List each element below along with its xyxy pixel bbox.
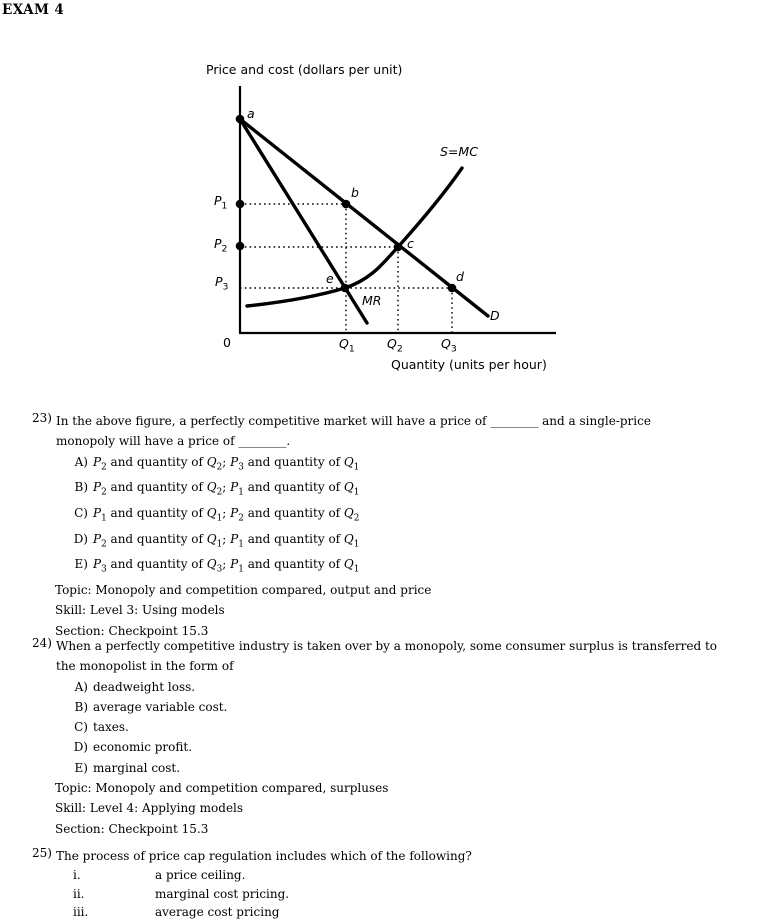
choice-text: deadweight loss. (93, 679, 196, 694)
demand-curve-label: D (490, 308, 500, 323)
roman-item-text: average cost pricing (155, 905, 280, 920)
choice-b: B) P2 and quantity of Q2; P1 and quantity… (30, 477, 755, 503)
roman-item-text: marginal cost pricing. (155, 886, 290, 901)
topic-line: Topic: Monopoly and competition compared… (55, 583, 432, 598)
choice-text: P2 and quantity of Q2; P1 and quantity o… (93, 480, 360, 498)
question-text: The process of price cap regulation incl… (56, 849, 472, 863)
point-label-b: b (351, 185, 359, 200)
choice-e: E) P3 and quantity of Q3; P1 and quantity… (30, 554, 755, 580)
question-line: the monopolist in the form of (30, 656, 755, 676)
question-text: monopoly will have a price of ________. (56, 434, 291, 449)
point-dots (235, 114, 457, 293)
monopoly-competition-figure: Price and cost (dollars per unit) Quanti… (0, 0, 762, 400)
question-line: monopoly will have a price of ________. (30, 431, 755, 451)
choice-letter: C) (74, 505, 88, 520)
choice-text: marginal cost. (93, 760, 181, 775)
section-line: Section: Checkpoint 15.3 (55, 623, 209, 638)
skill-line: Skill: Level 4: Applying models (55, 801, 244, 816)
choice-letter: E) (74, 760, 88, 775)
choice-c: C) taxes. (30, 717, 755, 737)
choice-a: A) deadweight loss. (30, 677, 755, 697)
choice-letter: D) (73, 531, 88, 546)
choice-letter: B) (74, 480, 89, 495)
topic-line: Topic: Monopoly and competition compared… (55, 781, 389, 796)
choice-letter: D) (73, 740, 88, 755)
choice-letter: C) (74, 720, 88, 735)
choice-b: B) average variable cost. (30, 697, 755, 717)
roman-numeral: ii. (73, 886, 85, 901)
choice-letter: A) (74, 679, 88, 694)
question-number: 23) (32, 411, 52, 425)
question-24: 24) When a perfectly competitive industr… (30, 636, 755, 839)
question-number: 24) (32, 636, 52, 650)
origin-label: 0 (223, 335, 231, 350)
choice-e: E) marginal cost. (30, 758, 755, 778)
question-23: 23) In the above figure, a perfectly com… (30, 411, 755, 641)
choice-d: D) economic profit. (30, 737, 755, 757)
skill-line: Skill: Level 3: Using models (55, 603, 225, 618)
demand-curve (238, 117, 490, 318)
choice-text: average variable cost. (93, 699, 228, 714)
question-number: 25) (32, 846, 52, 860)
y-axis-title: Price and cost (dollars per unit) (206, 62, 403, 77)
choice-text: P1 and quantity of Q1; P2 and quantity o… (93, 505, 360, 524)
dot-c (393, 242, 403, 252)
roman-numeral: iii. (73, 905, 89, 920)
choice-letter: E) (74, 557, 88, 572)
price-tick-p1: P1 (214, 193, 228, 212)
dot-e (340, 283, 350, 293)
point-label-e: e (326, 271, 334, 286)
question-line: 24) When a perfectly competitive industr… (30, 636, 755, 656)
point-label-a: a (247, 106, 255, 121)
section-line: Section: Checkpoint 15.3 (55, 821, 209, 836)
question-line: 23) In the above figure, a perfectly com… (30, 411, 755, 431)
choice-c: C) P1 and quantity of Q1; P2 and quantity… (30, 503, 755, 529)
marginal-revenue-label: MR (362, 293, 382, 308)
roman-item-i: i. a price ceiling. (30, 866, 755, 885)
roman-item-iii: iii. average cost pricing (30, 903, 755, 922)
roman-item-ii: ii. marginal cost pricing. (30, 885, 755, 904)
dot-p2 (235, 241, 245, 251)
marginal-revenue-curve (238, 117, 369, 325)
choice-text: P2 and quantity of Q2; P3 and quantity o… (93, 454, 360, 472)
price-tick-p3: P3 (215, 274, 229, 293)
x-axis-title: Quantity (units per hour) (391, 357, 547, 372)
supply-mc-curve (245, 166, 464, 308)
choice-text: P3 and quantity of Q3; P1 and quantity o… (93, 557, 360, 575)
quantity-tick-q1: Q1 (339, 336, 355, 355)
dot-b (341, 199, 351, 209)
roman-item-text: a price ceiling. (155, 868, 246, 883)
choice-text: P2 and quantity of Q1; P1 and quantity o… (93, 531, 360, 550)
dot-a (235, 114, 245, 124)
choice-text: taxes. (93, 720, 129, 735)
price-tick-p2: P2 (214, 236, 228, 255)
roman-numeral: i. (73, 868, 81, 883)
point-label-d: d (456, 269, 464, 284)
question-text: When a perfectly competitive industry is… (56, 639, 718, 653)
quantity-tick-q3: Q3 (441, 336, 457, 355)
quantity-tick-q2: Q2 (387, 336, 403, 355)
figure-canvas (235, 86, 556, 335)
choice-text: economic profit. (93, 740, 193, 755)
question-text: the monopolist in the form of (56, 659, 234, 674)
question-line: 25) The process of price cap regulation … (30, 846, 755, 866)
choice-a: A) P2 and quantity of Q2; P3 and quantity… (30, 452, 755, 478)
dot-d (447, 283, 457, 293)
dot-p1 (235, 199, 245, 209)
point-label-c: c (407, 236, 414, 251)
choice-d: D) P2 and quantity of Q1; P1 and quantity… (30, 529, 755, 555)
question-text: In the above figure, a perfectly competi… (56, 414, 651, 428)
choice-letter: A) (74, 454, 88, 469)
supply-curve-label: S=MC (440, 144, 478, 159)
exam-title: EXAM 4 (2, 2, 65, 18)
choice-letter: B) (74, 699, 89, 714)
question-25: 25) The process of price cap regulation … (30, 846, 755, 922)
